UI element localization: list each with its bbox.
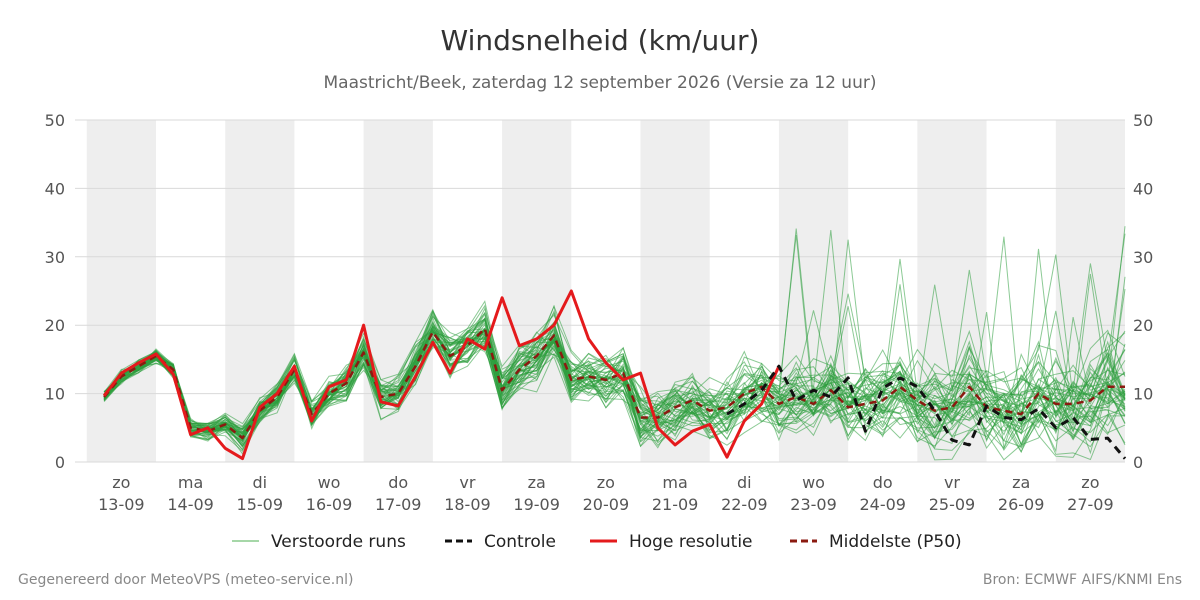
ensemble-run-line [103,317,1126,445]
y-tick-label-right: 20 [1133,316,1153,335]
series-line-middelste-p50- [103,327,1125,440]
legend-label: Controle [484,532,556,552]
x-tick-day: ma [662,473,687,492]
x-tick-date: 15-09 [237,495,284,514]
ensemble-run-line [103,228,1126,461]
x-tick-date: 13-09 [98,495,145,514]
x-tick-day: vr [944,473,960,492]
legend-label: Middelste (P50) [829,532,962,552]
x-tick-date: 14-09 [167,495,214,514]
x-tick-day: za [528,473,546,492]
x-tick-date: 17-09 [375,495,422,514]
x-tick-day: di [737,473,752,492]
x-tick-day: di [253,473,268,492]
legend-label: Hoge resolutie [629,532,753,552]
chart-title: Windsnelheid (km/uur) [440,24,760,57]
y-tick-label-left: 0 [55,453,65,472]
y-tick-label-right: 50 [1133,111,1153,130]
x-tick-day: zo [597,473,615,492]
x-tick-day: do [388,473,408,492]
series-line-hoge-resolutie [102,289,781,461]
footer-generator: Gegenereerd door MeteoVPS (meteo-service… [18,572,354,588]
y-tick-label-left: 10 [45,385,65,404]
y-tick-label-left: 30 [45,248,65,267]
x-tick-day: ma [178,473,203,492]
x-tick-date: 19-09 [513,495,560,514]
series-line-controle [726,364,1127,460]
chart-subtitle: Maastricht/Beek, zaterdag 12 september 2… [323,73,877,93]
x-tick-date: 22-09 [721,495,768,514]
x-tick-day: do [873,473,893,492]
y-tick-label-right: 30 [1133,248,1153,267]
main-series-lines [102,289,1127,461]
footer-source: Bron: ECMWF AIFS/KNMI Ens [982,572,1182,588]
x-tick-date: 26-09 [998,495,1045,514]
x-tick-date: 20-09 [583,495,630,514]
x-tick-date: 18-09 [444,495,491,514]
x-tick-date: 23-09 [790,495,837,514]
night-band [502,120,572,462]
x-tick-day: zo [1081,473,1099,492]
x-tick-date: 16-09 [306,495,353,514]
x-tick-date: 25-09 [929,495,976,514]
x-tick-day: za [1012,473,1030,492]
x-tick-day: zo [112,473,130,492]
night-band [86,120,156,462]
x-tick-date: 24-09 [859,495,906,514]
x-tick-day: vr [459,473,475,492]
x-tick-date: 21-09 [652,495,699,514]
legend-label: Verstoorde runs [271,532,406,552]
y-tick-label-left: 20 [45,316,65,335]
ensemble-run-line [103,309,1126,454]
x-tick-day: wo [318,473,341,492]
y-tick-label-left: 50 [45,111,65,130]
y-tick-label-right: 40 [1133,179,1153,198]
y-tick-label-left: 40 [45,179,65,198]
x-tick-labels: zo 13-09 ma 14-09 di 15-09 wo 16-09 do 17-09 vr 18-… [98,473,1114,514]
y-tick-label-right: 0 [1133,453,1143,472]
legend: Verstoorde runs Controle Hoge resolutie Mid… [232,532,962,552]
y-tick-labels: 0 0 10 10 20 20 30 30 40 40 50 50 [45,111,1154,472]
x-tick-day: wo [802,473,825,492]
x-tick-date: 27-09 [1067,495,1114,514]
y-tick-label-right: 10 [1133,385,1153,404]
